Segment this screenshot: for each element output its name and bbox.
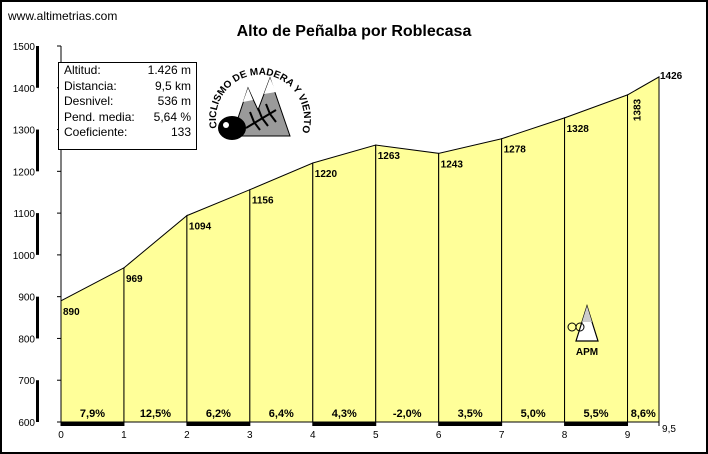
apm-badge-icon: APM — [567, 303, 599, 358]
info-row-coeficiente: Coeficiente: 133 — [59, 125, 196, 141]
gradient-label: -2,0% — [393, 408, 422, 420]
x-tick-label: 7 — [499, 430, 505, 441]
gradient-label: 3,5% — [458, 408, 483, 420]
x-tick-label: 5 — [373, 430, 379, 441]
y-axis: 600 700 800 900 1000 1100 1200 1300 1400 1500 — [13, 42, 62, 429]
info-row-altitud: Altitud: 1.426 m — [59, 63, 196, 79]
profile-segment — [438, 138, 503, 423]
x-tick-label: 3 — [247, 430, 253, 441]
point-label: 1094 — [189, 222, 212, 233]
profile-segment — [312, 144, 377, 423]
info-label: Altitud: — [64, 63, 101, 77]
y-tick-label: 1400 — [13, 84, 36, 95]
x-tick-label: 6 — [436, 430, 442, 441]
x-axis: 0 1 2 3 4 5 6 7 8 9 9,5 — [58, 421, 676, 441]
gradient-label: 6,2% — [206, 408, 231, 420]
profile-segment — [501, 117, 566, 423]
x-tick-label: 2 — [184, 430, 190, 441]
profile-segment — [564, 94, 629, 423]
info-value: 1.426 m — [147, 63, 191, 77]
info-row-desnivel: Desnivel: 536 m — [59, 94, 196, 110]
info-value: 133 — [170, 125, 191, 139]
y-scale-band — [36, 380, 39, 422]
info-box: Altitud: 1.426 m Distancia: 9,5 km Desni… — [58, 62, 197, 150]
x-tick-label: 9,5 — [662, 424, 676, 435]
point-label: 890 — [63, 307, 80, 318]
x-tick-label: 4 — [310, 430, 316, 441]
chart-title: Alto de Peñalba por Roblecasa — [236, 23, 472, 40]
gradient-labels: 7,9% 12,5% 6,2% 6,4% 4,3% -2,0% 3,5% 5,0% 5,5% 8,… — [80, 408, 656, 420]
profile-segment — [375, 144, 440, 423]
y-scale-band — [36, 46, 39, 88]
x-tick-label: 9 — [625, 430, 631, 441]
point-label: 1278 — [504, 145, 527, 156]
point-label: 1220 — [315, 169, 338, 180]
y-tick-label: 800 — [18, 334, 35, 345]
gradient-label: 8,6% — [631, 408, 656, 420]
y-scale-band — [36, 129, 39, 172]
gradient-label: 6,4% — [269, 408, 294, 420]
info-label: Coeficiente: — [64, 125, 128, 139]
gradient-label: 5,0% — [521, 408, 546, 420]
gradient-label: 12,5% — [140, 408, 171, 420]
point-label: 1263 — [378, 151, 401, 162]
y-tick-label: 1100 — [13, 209, 35, 220]
apm-badge-label: APM — [576, 347, 598, 358]
source-url: www.altimetrias.com — [8, 9, 118, 23]
x-scale-band — [61, 422, 124, 426]
x-tick-label: 0 — [58, 430, 64, 441]
x-tick-label: 8 — [562, 430, 568, 441]
x-scale-band — [438, 422, 502, 426]
y-tick-label: 600 — [18, 418, 35, 429]
x-scale-band — [564, 422, 628, 426]
info-row-distancia: Distancia: 9,5 km — [59, 79, 196, 95]
logo-mountain-icon: CICLISMO DE MADERA Y VIENTO — [208, 67, 312, 140]
point-label: 1243 — [441, 159, 464, 170]
info-label: Pend. media: — [64, 109, 135, 124]
info-label: Desnivel: — [64, 94, 114, 108]
point-label: 1328 — [567, 124, 590, 135]
info-row-pendiente: Pend. media: 5,64 % — [59, 110, 196, 126]
y-tick-label: 1200 — [13, 167, 36, 178]
y-tick-label: 900 — [18, 293, 35, 304]
info-label: Distancia: — [64, 78, 117, 93]
point-label: 1383 — [633, 98, 644, 121]
y-tick-label: 1300 — [13, 126, 36, 137]
gradient-label: 4,3% — [332, 408, 357, 420]
info-value: 5,64 % — [153, 109, 191, 124]
x-scale-band — [312, 422, 376, 426]
point-label: 969 — [126, 274, 143, 285]
y-scale-band — [36, 296, 39, 339]
x-scale-band — [186, 422, 250, 426]
x-tick-label: 1 — [121, 430, 127, 441]
y-tick-label: 1500 — [13, 42, 36, 53]
point-labels: 890 969 1094 1156 1220 1263 1243 1278 1328 1383 14… — [63, 71, 683, 318]
profile-segment — [60, 267, 125, 423]
info-value: 536 m — [157, 94, 191, 108]
y-tick-label: 1000 — [13, 251, 36, 262]
point-label: 1426 — [660, 71, 683, 82]
gradient-label: 7,9% — [80, 408, 105, 420]
y-scale-band — [36, 213, 39, 255]
profile-segment — [627, 76, 660, 423]
y-tick-label: 700 — [18, 376, 35, 387]
gradient-label: 5,5% — [584, 408, 609, 420]
info-value: 9,5 km — [154, 78, 191, 93]
profile-segment — [123, 214, 188, 423]
point-label: 1156 — [252, 196, 274, 207]
